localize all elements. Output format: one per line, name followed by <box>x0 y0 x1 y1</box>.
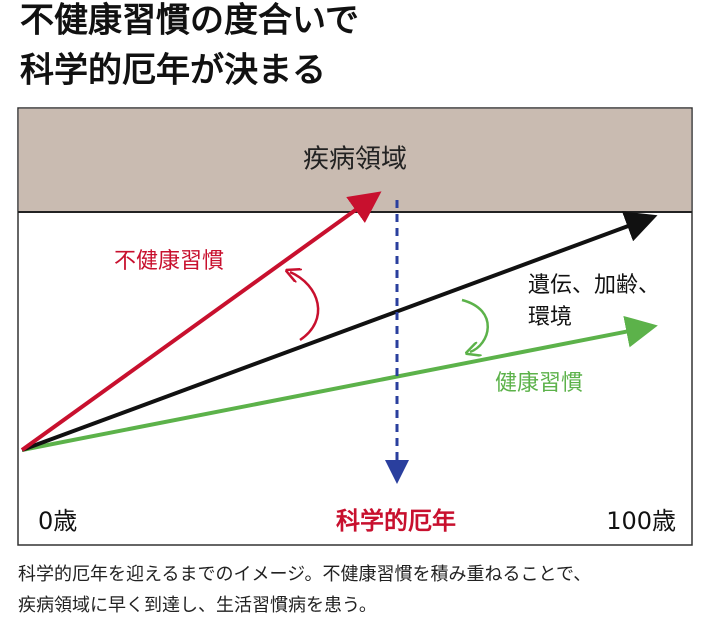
unhealthy-label: 不健康習慣 <box>114 249 224 274</box>
baseline-arrow <box>21 211 658 452</box>
unhealthy-arrow <box>20 191 382 452</box>
axis-start: 0歳 <box>38 507 77 535</box>
worsen-curve <box>290 272 320 342</box>
caption-line: 疾病領域に早く到達し、生活習慣病を患う。 <box>18 595 377 616</box>
title-line: 科学的厄年が決まる <box>20 51 326 91</box>
baseline-label: 環境 <box>528 305 572 330</box>
title-line: 不健康習慣の度合いで <box>20 1 359 41</box>
improve-curve <box>461 298 489 352</box>
region-label: 疾病領域 <box>303 145 407 175</box>
healthy-label: 健康習慣 <box>495 371 583 396</box>
axis-end: 100歳 <box>606 507 676 535</box>
caption-line: 科学的厄年を迎えるまでのイメージ。不健康習慣を積み重ねることで、 <box>18 564 591 585</box>
baseline-label: 遺伝、加齢、 <box>528 273 660 298</box>
healthy-arrow <box>21 315 658 452</box>
axis-marker: 科学的厄年 <box>336 507 456 535</box>
